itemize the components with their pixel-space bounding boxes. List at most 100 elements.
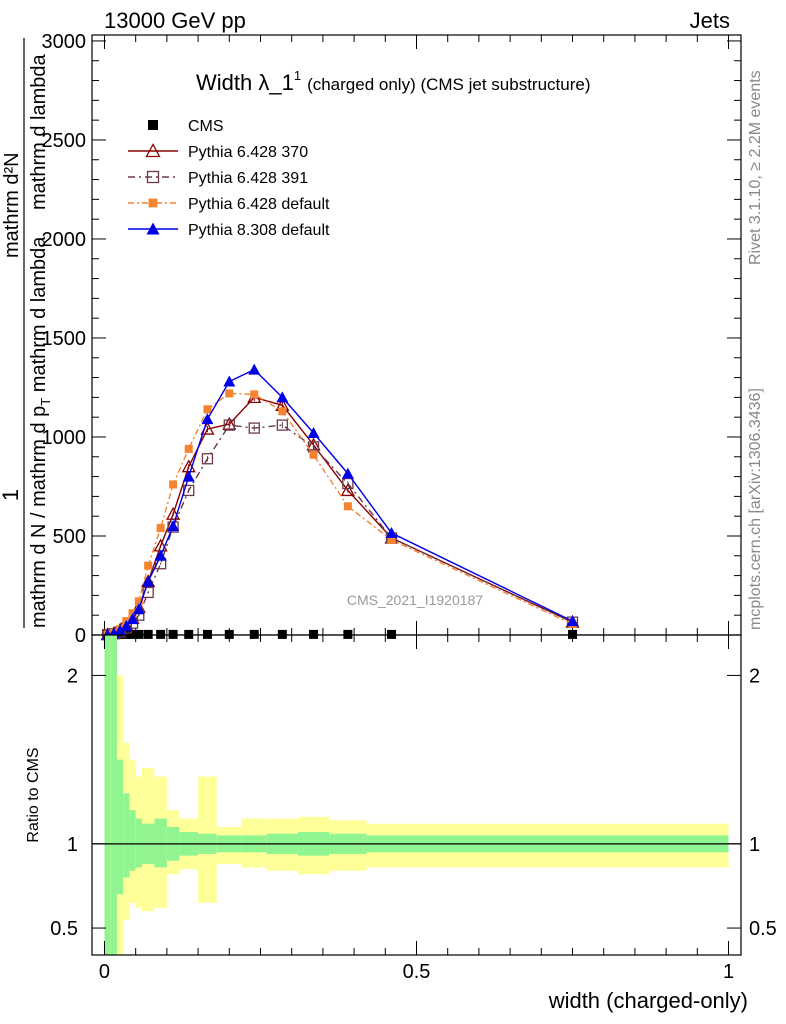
ratio-inner-band [110, 635, 117, 955]
data-point [166, 506, 181, 520]
data-point [134, 597, 143, 606]
data-point [223, 375, 236, 387]
x-tick-label: 1 [723, 961, 734, 983]
data-point [126, 613, 139, 625]
y-tick-label: 3000 [42, 31, 87, 53]
mcplots-label: mcplots.cern.ch [arXiv:1306.3436] [747, 388, 764, 630]
title-main: Width λ_1 [196, 70, 294, 95]
plot-title: Width λ_11 (charged only) (CMS jet substr… [196, 68, 591, 95]
data-point [343, 502, 352, 511]
data-point [203, 405, 212, 414]
data-point [307, 427, 320, 439]
y-label-denominator: mathrm d N / mathrm d pT mathrm d lambda [28, 236, 53, 628]
y-tick-label: 2000 [42, 229, 87, 251]
ratio-y-tick-label-right: 2 [749, 665, 760, 687]
x-tick-label: 0.5 [403, 961, 431, 983]
data-point [223, 419, 235, 431]
header-left: 13000 GeV pp [104, 8, 246, 33]
legend-item: Pythia 8.308 default [128, 222, 330, 239]
data-point [156, 524, 165, 533]
ratio-y-label: Ratio to CMS [25, 747, 42, 842]
data-point [201, 453, 214, 465]
analysis-watermark: CMS_2021_I1920187 [347, 592, 483, 608]
legend-item: Pythia 6.428 370 [128, 143, 308, 161]
y-tick-label: 1500 [42, 328, 87, 350]
ratio-y-tick-label: 2 [67, 665, 78, 687]
data-point [114, 624, 127, 636]
legend-label: CMS [188, 118, 224, 135]
series-pythia-6-428-default [103, 389, 577, 639]
y-label-sub: T [38, 398, 53, 406]
ratio-inner-band [135, 818, 142, 868]
data-point [182, 470, 195, 482]
y-axis-label: 1 mathrm d N / mathrm d pT mathrm d lamb… [0, 38, 53, 628]
y-label-right-tail: mathrm d lambda [28, 54, 50, 210]
ratio-inner-band [123, 793, 130, 878]
data-point [222, 416, 237, 430]
data-point [201, 413, 214, 425]
legend-item: Pythia 6.428 default [128, 196, 330, 213]
data-point [167, 520, 180, 532]
title-sub: (charged only) (CMS jet substructure) [307, 75, 590, 94]
data-point [387, 535, 396, 544]
data-point [341, 467, 354, 479]
y-tick-label: 0 [75, 625, 86, 647]
data-point [306, 437, 321, 451]
data-point [148, 198, 158, 208]
ratio-plot-frame [91, 634, 742, 956]
ratio-inner-band [116, 759, 124, 895]
data-point [142, 586, 154, 599]
title-superscript: 1 [294, 68, 301, 83]
ratio-y-tick-label: 1 [67, 834, 78, 856]
rivet-label: Rivet 3.1.10, ≥ 2.2M events [747, 70, 764, 265]
ratio-inner-band [154, 818, 167, 868]
data-point [340, 483, 355, 497]
data-point [146, 170, 160, 184]
series-pythia-8-308-default [101, 363, 579, 640]
x-tick-label: 0 [99, 961, 110, 983]
data-point [145, 143, 161, 158]
legend: CMS Pythia 6.428 370 Pythia 6.428 391 Pythi… [128, 118, 330, 239]
data-point [184, 444, 193, 453]
ratio-bands [92, 635, 741, 955]
data-point [276, 419, 288, 431]
y-tick-label: 500 [53, 526, 86, 548]
ratio-y-tick-label: 0.5 [50, 918, 78, 940]
data-point [309, 450, 318, 459]
data-point [248, 422, 260, 434]
legend-item: CMS [148, 118, 224, 135]
data-point [278, 407, 287, 416]
data-point [225, 389, 234, 398]
legend-label: Pythia 6.428 default [188, 196, 330, 213]
ratio-inner-band [104, 635, 111, 955]
main-series [100, 363, 580, 641]
ratio-y-tick-label-right: 1 [749, 834, 760, 856]
series-pythia-6-428-370 [100, 390, 580, 641]
legend-label: Pythia 8.308 default [188, 222, 330, 239]
data-point [132, 603, 145, 615]
y-tick-label: 1000 [42, 427, 87, 449]
data-point [566, 615, 579, 627]
y-label-right-numerator: mathrm d²N [1, 152, 23, 258]
legend-item: Pythia 6.428 391 [128, 170, 308, 187]
data-point [276, 391, 289, 403]
data-point [154, 549, 167, 561]
x-axis-label: width (charged-only) [548, 988, 748, 1013]
ratio-inner-band [129, 810, 136, 871]
cms-point [148, 120, 158, 130]
ratio-axes: 0.5 0.5 1 1 2 2 0 0.5 1 [50, 635, 777, 983]
data-point [169, 480, 178, 489]
data-point [142, 575, 155, 587]
legend-label: Pythia 6.428 391 [188, 170, 308, 187]
data-point [385, 527, 398, 539]
data-point [120, 620, 133, 632]
data-point [248, 363, 261, 375]
y-tick-label: 2500 [42, 130, 87, 152]
legend-label: Pythia 6.428 370 [188, 144, 308, 161]
data-point [250, 390, 259, 399]
main-axes: 0 500 1000 1500 2000 2500 3000 [42, 31, 741, 647]
data-point [144, 561, 153, 570]
ratio-y-tick-label-right: 0.5 [749, 918, 777, 940]
data-point [146, 222, 160, 235]
